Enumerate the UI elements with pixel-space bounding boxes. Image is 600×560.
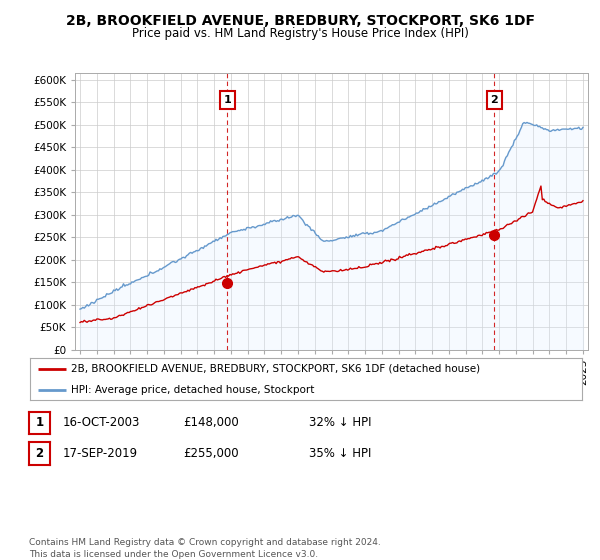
Text: 2B, BROOKFIELD AVENUE, BREDBURY, STOCKPORT, SK6 1DF (detached house): 2B, BROOKFIELD AVENUE, BREDBURY, STOCKPO… bbox=[71, 364, 481, 374]
Text: £255,000: £255,000 bbox=[183, 447, 239, 460]
Text: 35% ↓ HPI: 35% ↓ HPI bbox=[309, 447, 371, 460]
Text: 17-SEP-2019: 17-SEP-2019 bbox=[63, 447, 138, 460]
Text: 1: 1 bbox=[224, 95, 231, 105]
Text: 2: 2 bbox=[35, 447, 44, 460]
Text: Price paid vs. HM Land Registry's House Price Index (HPI): Price paid vs. HM Land Registry's House … bbox=[131, 27, 469, 40]
Text: HPI: Average price, detached house, Stockport: HPI: Average price, detached house, Stoc… bbox=[71, 385, 315, 395]
Text: 32% ↓ HPI: 32% ↓ HPI bbox=[309, 416, 371, 430]
Text: 2B, BROOKFIELD AVENUE, BREDBURY, STOCKPORT, SK6 1DF: 2B, BROOKFIELD AVENUE, BREDBURY, STOCKPO… bbox=[65, 14, 535, 28]
Text: 2: 2 bbox=[490, 95, 498, 105]
Text: 1: 1 bbox=[35, 416, 44, 430]
Text: £148,000: £148,000 bbox=[183, 416, 239, 430]
Text: 16-OCT-2003: 16-OCT-2003 bbox=[63, 416, 140, 430]
Text: Contains HM Land Registry data © Crown copyright and database right 2024.
This d: Contains HM Land Registry data © Crown c… bbox=[29, 538, 380, 559]
